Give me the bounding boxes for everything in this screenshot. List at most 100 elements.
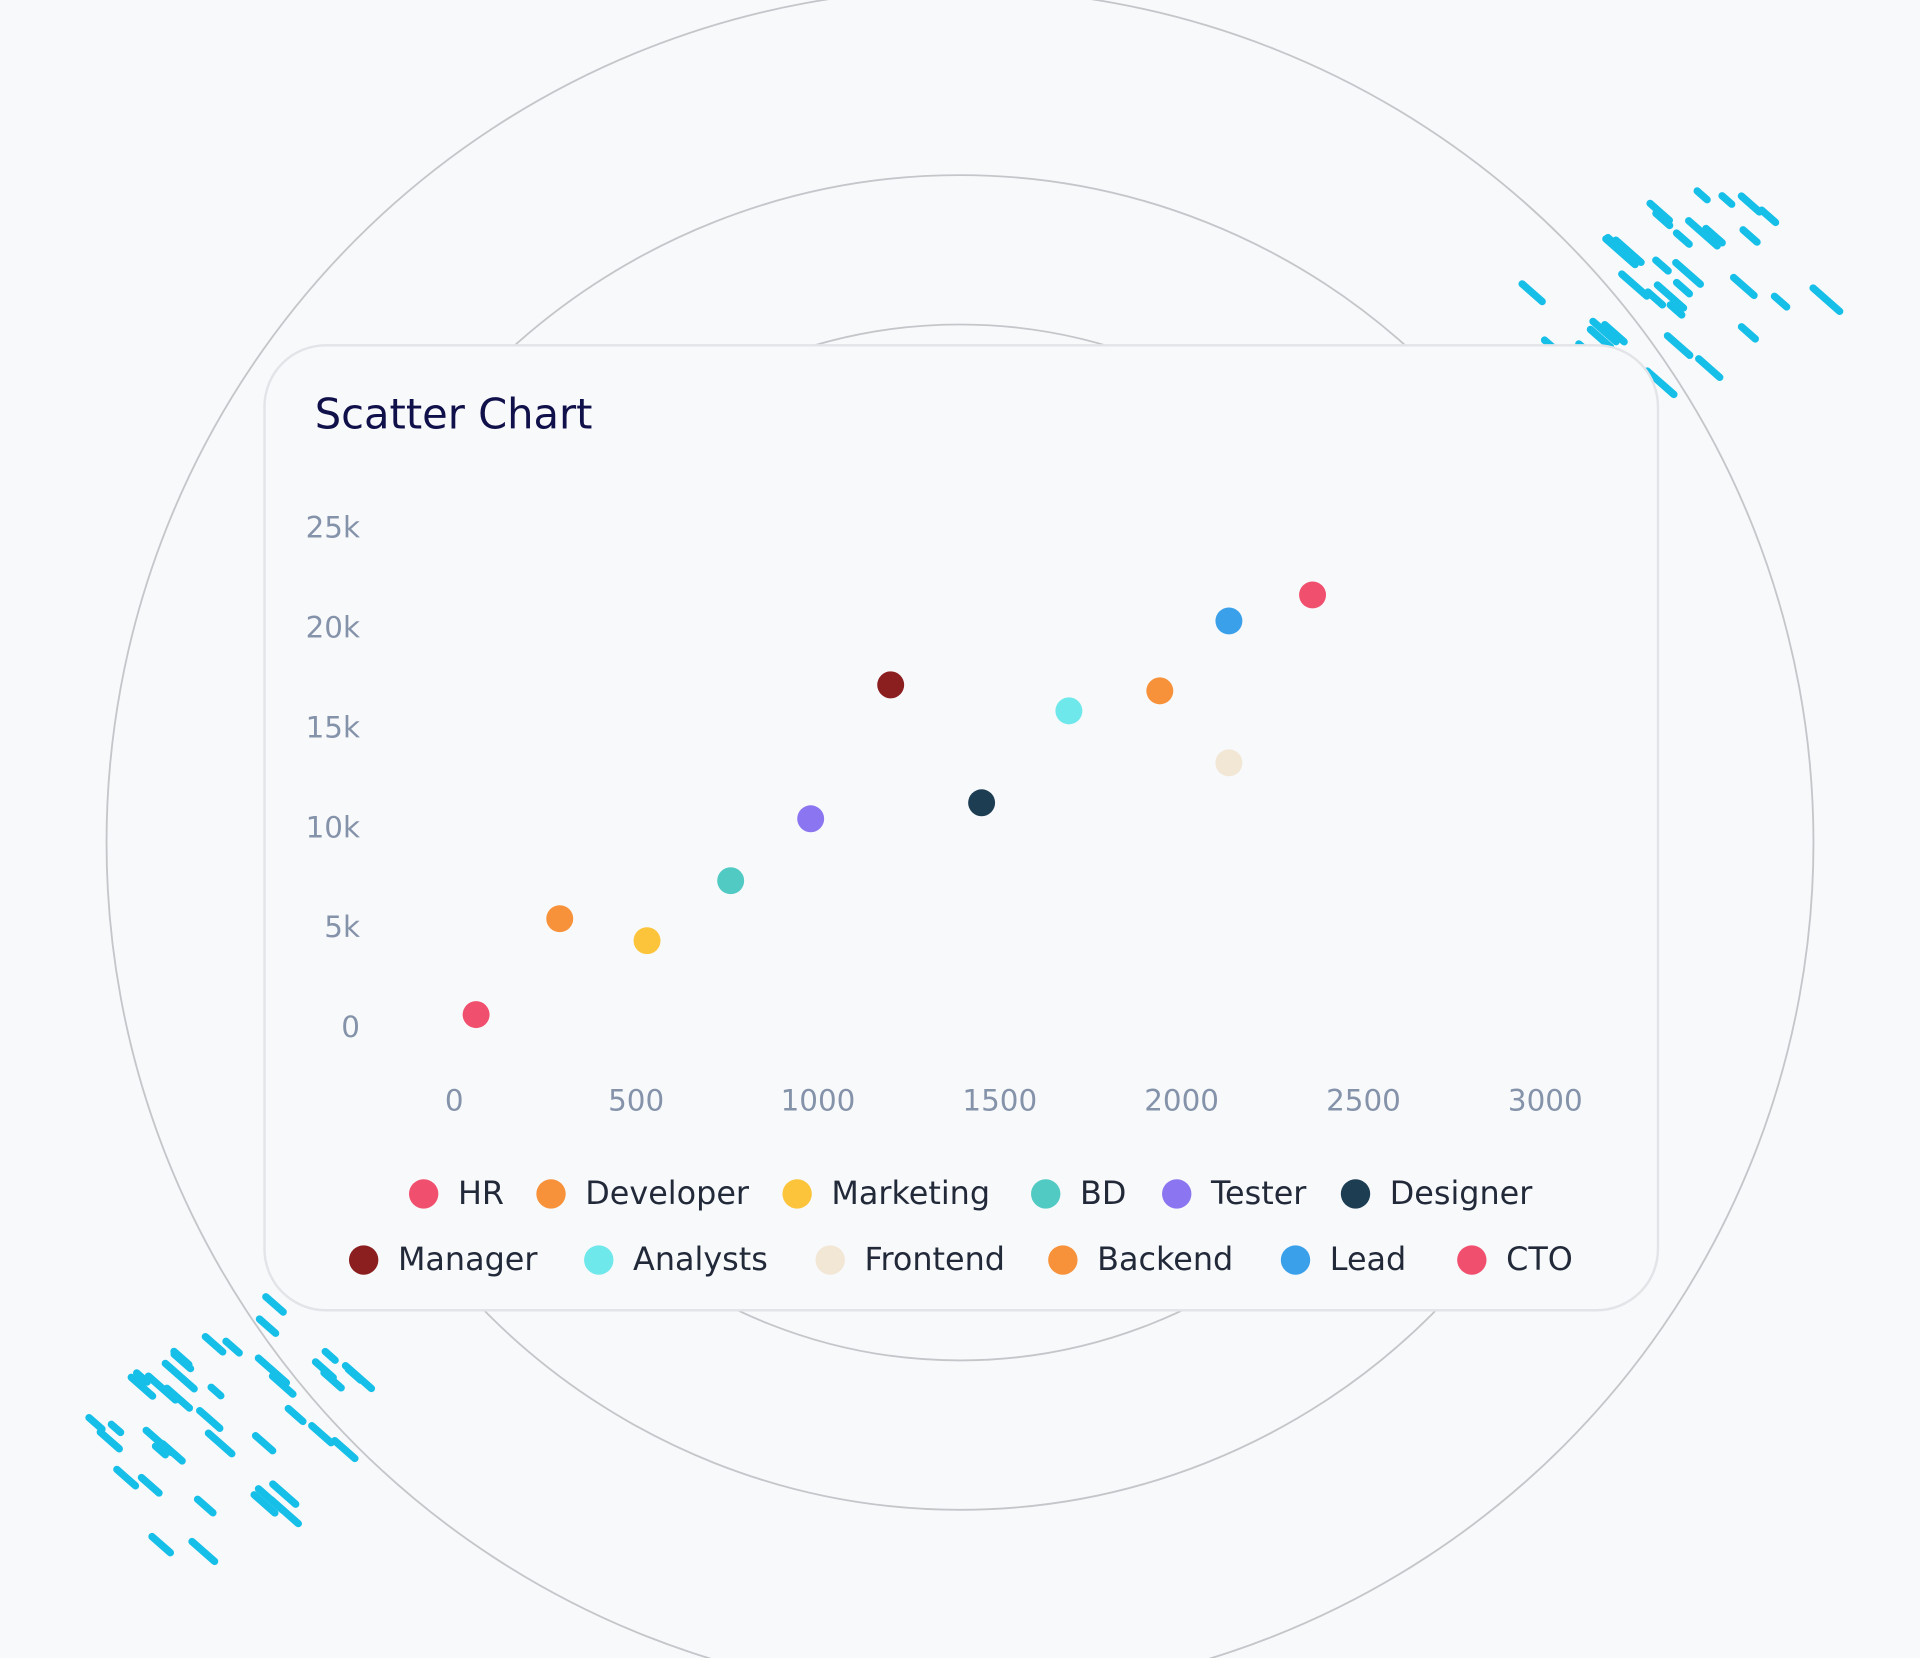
dash (269, 1480, 300, 1508)
y-tick-label: 20k (306, 610, 360, 644)
dash (222, 1337, 243, 1357)
dash (262, 1293, 287, 1316)
dash (1685, 217, 1721, 250)
dash (1729, 273, 1758, 300)
legend-swatch (1340, 1179, 1371, 1209)
dash (1737, 192, 1764, 216)
point (1215, 607, 1243, 635)
point (1055, 697, 1083, 725)
legend-label: Developer (585, 1174, 750, 1212)
dash (254, 1354, 291, 1387)
legend-swatch (408, 1179, 439, 1209)
dash (1612, 236, 1645, 267)
x-tick-label: 0 (445, 1084, 464, 1118)
dash (1718, 192, 1736, 208)
dash (163, 1384, 194, 1412)
legend-label: Manager (398, 1240, 538, 1278)
point (1299, 581, 1327, 609)
dash (85, 1413, 106, 1433)
dash (193, 1495, 217, 1517)
legend-label: HR (458, 1174, 504, 1212)
dash (1589, 317, 1620, 346)
dash (132, 1369, 151, 1386)
legend-label: CTO (1506, 1240, 1573, 1278)
dash (250, 1491, 279, 1517)
dash (1601, 321, 1628, 346)
dash (1652, 256, 1672, 275)
ring (105, 0, 1815, 1658)
legend-label: Designer (1390, 1174, 1533, 1212)
x-tick-label: 500 (608, 1084, 664, 1118)
legend-swatch (782, 1179, 812, 1209)
y-tick-label: 10k (306, 810, 360, 844)
legend-label: Lead (1330, 1240, 1406, 1278)
point (797, 805, 825, 833)
dash (321, 1347, 339, 1364)
dash (1739, 226, 1761, 246)
dash (1644, 288, 1667, 309)
dash (1737, 323, 1759, 343)
dash (127, 1373, 157, 1400)
dash (1518, 280, 1546, 306)
dash (255, 1315, 280, 1337)
dash (1695, 355, 1724, 382)
legend-swatch (348, 1245, 379, 1275)
dash (331, 1437, 359, 1463)
y-tick-label: 0 (341, 1010, 360, 1044)
chart-title: Scatter Chart (315, 390, 593, 439)
legend-swatch (584, 1245, 614, 1275)
dash (196, 1406, 224, 1432)
dash (308, 1422, 335, 1447)
point (717, 867, 745, 895)
point (968, 789, 996, 817)
legend-swatch (1280, 1245, 1311, 1275)
dash (1618, 270, 1651, 300)
dash (1652, 209, 1674, 230)
dash (1653, 281, 1688, 312)
dash (151, 1442, 169, 1459)
dash (201, 1332, 227, 1356)
dash (161, 1359, 198, 1393)
x-tick-label: 2500 (1326, 1084, 1401, 1118)
legend-label: BD (1080, 1174, 1126, 1212)
point (1146, 677, 1174, 705)
legend-swatch (1031, 1179, 1061, 1209)
y-tick-label: 5k (324, 910, 360, 944)
legend-label: Marketing (831, 1174, 990, 1212)
legend-swatch (1457, 1245, 1487, 1275)
y-tick-label: 15k (306, 710, 360, 744)
dash (107, 1420, 125, 1437)
card (263, 344, 1660, 1312)
dash (158, 1440, 186, 1465)
dash (1809, 284, 1844, 316)
dash (1672, 278, 1694, 298)
dash (170, 1350, 195, 1373)
legend-swatch (1162, 1179, 1192, 1209)
dash (254, 1485, 286, 1514)
legend-label: Tester (1210, 1174, 1307, 1212)
x-tick-label: 1000 (781, 1084, 856, 1118)
dash (1672, 258, 1704, 288)
dash (268, 1372, 297, 1398)
legend-swatch (536, 1179, 566, 1209)
legend-label: Analysts (633, 1240, 768, 1278)
dash (1702, 224, 1726, 247)
dash (204, 1429, 236, 1458)
point (1215, 749, 1243, 777)
x-tick-label: 2000 (1144, 1084, 1219, 1118)
dash (284, 1404, 307, 1426)
legend-swatch (815, 1245, 845, 1275)
dash (1663, 332, 1694, 359)
x-tick-label: 1500 (962, 1084, 1037, 1118)
point (546, 905, 574, 933)
dash (207, 1383, 225, 1400)
dash (113, 1465, 140, 1490)
dash (148, 1532, 175, 1557)
dash (251, 1432, 277, 1455)
x-tick-label: 3000 (1508, 1084, 1583, 1118)
dash (320, 1369, 345, 1392)
y-tick-label: 25k (306, 511, 360, 545)
dash (1770, 292, 1791, 311)
